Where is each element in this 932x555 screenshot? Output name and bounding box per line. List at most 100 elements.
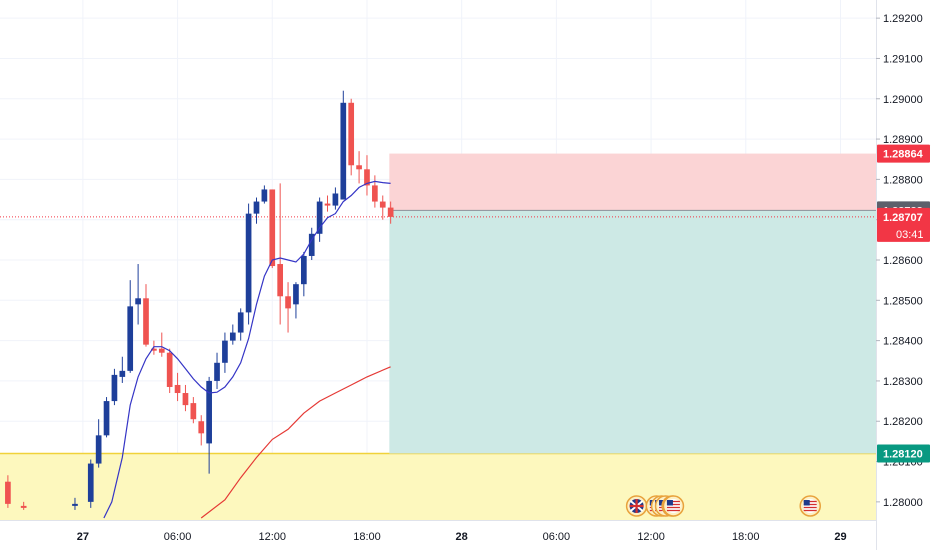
candle-bearish[interactable] <box>5 475 11 508</box>
candle-body <box>316 201 323 234</box>
candle-body <box>182 393 189 406</box>
candle-bullish[interactable] <box>261 185 268 204</box>
candle-body <box>119 370 126 377</box>
candle-body <box>308 233 315 256</box>
bar-countdown: 03:41 <box>896 229 924 241</box>
candle-body <box>237 312 244 333</box>
candle-bullish[interactable] <box>103 397 110 438</box>
candle-body <box>20 505 27 508</box>
candle-body <box>111 374 118 402</box>
candle-body <box>324 203 331 206</box>
candle-body <box>222 340 228 363</box>
price-tick-label: 1.29000 <box>883 94 923 106</box>
candle-bullish[interactable] <box>340 90 347 200</box>
candle-bullish[interactable] <box>135 264 141 325</box>
candle-bullish[interactable] <box>293 282 299 319</box>
candle-body <box>269 189 276 267</box>
take-profit-zone[interactable] <box>389 210 876 454</box>
candle-bearish[interactable] <box>372 175 378 208</box>
candle-bullish[interactable] <box>316 197 323 242</box>
time-tick-label: 18:00 <box>353 531 381 543</box>
candle-bullish[interactable] <box>87 459 94 508</box>
candle-bullish[interactable] <box>127 280 134 373</box>
candle-bearish[interactable] <box>356 151 362 184</box>
price-tick-label: 1.28200 <box>883 416 923 428</box>
candle-body <box>166 352 173 387</box>
candle-bearish[interactable] <box>143 284 149 347</box>
candle-bearish[interactable] <box>198 415 205 446</box>
candle-bullish[interactable] <box>95 419 102 468</box>
us-flag-icon[interactable] <box>799 495 821 517</box>
candle-bearish[interactable] <box>348 98 355 176</box>
candle-bearish[interactable] <box>364 155 370 196</box>
us-flag-icon[interactable] <box>662 495 685 517</box>
candle-bullish[interactable] <box>253 197 260 224</box>
price-tick-label: 1.28400 <box>883 336 923 348</box>
candle-body <box>198 421 205 434</box>
price-tick-label: 1.28900 <box>883 134 923 146</box>
candle-body <box>95 435 102 464</box>
support-zone[interactable] <box>0 453 876 520</box>
candle-bullish[interactable] <box>72 497 78 510</box>
candle-bearish[interactable] <box>277 183 284 325</box>
moving-average-slow[interactable] <box>200 366 391 519</box>
price-tick-label: 1.29100 <box>883 53 923 65</box>
candle-body <box>300 255 307 285</box>
candle-bullish[interactable] <box>245 203 252 325</box>
candle-bullish[interactable] <box>214 352 220 389</box>
candle-bearish[interactable] <box>190 397 197 424</box>
candle-bullish[interactable] <box>300 251 307 297</box>
candle-bullish[interactable] <box>119 356 126 383</box>
candle-body <box>245 213 252 313</box>
candle-body <box>253 201 260 214</box>
candle-body <box>190 403 197 420</box>
price-label-box <box>877 444 930 463</box>
time-axis[interactable] <box>0 520 932 550</box>
candle-body <box>174 384 181 394</box>
moving-average-fast[interactable] <box>103 180 391 519</box>
price-label[interactable]: 1.28864 <box>877 144 930 163</box>
candle-body <box>285 296 291 309</box>
candle-bullish[interactable] <box>229 324 236 345</box>
candles <box>5 90 394 510</box>
candle-bullish[interactable] <box>237 308 244 341</box>
candle-bearish[interactable] <box>387 201 394 224</box>
candle-body <box>127 306 134 371</box>
candle-bearish[interactable] <box>285 282 291 333</box>
uk-flag-icon[interactable] <box>625 495 648 517</box>
candle-bullish[interactable] <box>308 227 315 260</box>
candle-body <box>277 264 284 297</box>
candle-body <box>364 169 370 186</box>
time-tick-label: 29 <box>834 531 846 543</box>
price-tick-label: 1.28000 <box>883 497 923 509</box>
price-label[interactable]: 1.28120 <box>877 444 930 463</box>
candle-bearish[interactable] <box>174 372 181 402</box>
time-tick-label: 18:00 <box>732 531 760 543</box>
candle-body <box>340 102 347 200</box>
price-tick-label: 1.28600 <box>883 255 923 267</box>
candle-body <box>372 185 378 202</box>
candle-body <box>72 503 78 506</box>
candle-body <box>87 463 94 502</box>
candle-bullish[interactable] <box>111 368 118 406</box>
candle-bearish[interactable] <box>269 189 276 269</box>
candle-bearish[interactable] <box>324 195 331 212</box>
candle-bearish[interactable] <box>379 195 386 220</box>
candle-body <box>261 189 268 202</box>
economic-events <box>625 495 821 517</box>
price-label-text: 1.28707 <box>883 212 923 224</box>
candle-bearish[interactable] <box>166 348 173 394</box>
candle-bearish[interactable] <box>158 332 165 357</box>
candle-bearish[interactable] <box>182 384 189 412</box>
candle-body <box>151 348 157 351</box>
price-label-box <box>877 144 930 163</box>
price-label[interactable]: 1.28707 03:41 <box>877 207 930 242</box>
candle-bearish[interactable] <box>20 501 27 510</box>
candle-bullish[interactable] <box>222 332 228 373</box>
candle-body <box>5 481 11 504</box>
stop-loss-zone[interactable] <box>389 153 876 211</box>
candle-bullish[interactable] <box>332 187 339 210</box>
price-label-text: 1.28864 <box>883 149 924 161</box>
